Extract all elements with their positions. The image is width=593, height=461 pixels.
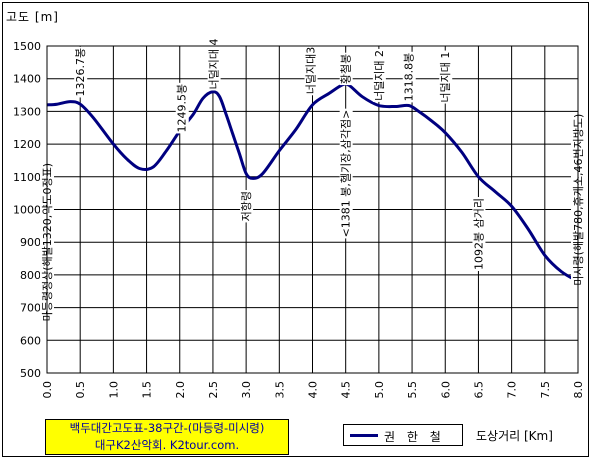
annotation-label: 황철봉 bbox=[340, 54, 353, 84]
y-tick-label: 500 bbox=[20, 367, 41, 380]
x-tick-label: 1.5 bbox=[141, 381, 154, 399]
x-tick-label: 3.0 bbox=[240, 381, 253, 399]
annotation-label: 너덜지대3 bbox=[305, 47, 318, 94]
annotation-label: 너덜지대 1 bbox=[439, 52, 452, 103]
series-line bbox=[46, 82, 579, 283]
y-tick-label: 900 bbox=[20, 236, 41, 249]
annotation-background bbox=[439, 50, 453, 104]
x-tick-label: 6.0 bbox=[439, 381, 452, 399]
annotation-background bbox=[240, 190, 254, 223]
annotation-background bbox=[74, 46, 88, 98]
annotation-label: 1092봉 삼거리 bbox=[472, 198, 485, 270]
x-tick-labels: 0.0 0.5 1.0 1.5 2.0 2.5 3.0 3.5 4.0 4.5 5.0 5.5 6.0 6… bbox=[41, 381, 585, 399]
y-axis-title: 고도 [m] bbox=[6, 10, 59, 24]
x-tick-label: 1.0 bbox=[107, 381, 120, 399]
x-tick-label: 6.5 bbox=[472, 381, 485, 399]
annotation-label: 너덜지대 2 bbox=[373, 50, 386, 101]
x-tick-label: 7.5 bbox=[539, 381, 552, 399]
y-tick-label: 1400 bbox=[13, 73, 41, 86]
x-tick-label: 7.0 bbox=[506, 381, 519, 399]
y-tick-label: 700 bbox=[20, 302, 41, 315]
y-tick-label: 800 bbox=[20, 269, 41, 282]
x-tick-label: 2.0 bbox=[174, 381, 187, 399]
plot-area-border bbox=[46, 45, 579, 374]
x-tick-label: 0.5 bbox=[74, 381, 87, 399]
chart-frame bbox=[2, 2, 589, 457]
title-line-2: 대구K2산악회. K2tour.com. bbox=[94, 438, 240, 452]
x-axis-title: 도상거리 [Km] bbox=[476, 429, 553, 443]
legend: 권 한 철 bbox=[343, 424, 463, 446]
annotation-background bbox=[339, 52, 353, 86]
annotation-label: 너덜지대 4 bbox=[208, 38, 221, 89]
x-tick-label: 2.5 bbox=[207, 381, 220, 399]
annotation-label: 저항령 bbox=[240, 191, 253, 221]
annotation-background bbox=[339, 108, 353, 239]
y-tick-labels: 500 600 700 800 900 1000 1100 1200 1300 1400 1500 bbox=[13, 40, 41, 380]
annotation-label: 1318.8봉 bbox=[403, 53, 416, 102]
y-tick-label: 1000 bbox=[13, 204, 41, 217]
annotation-label: <1381 봉,헬기장,삼각점> bbox=[340, 110, 353, 238]
chart-title-box: 백두대간고도표-38구간-(마등령-미시령) 대구K2산악회. K2tour.c… bbox=[45, 419, 289, 455]
annotation-background bbox=[207, 37, 221, 91]
x-tick-label: 5.0 bbox=[373, 381, 386, 399]
x-tick-label: 0.0 bbox=[41, 381, 54, 399]
legend-label: 권 한 철 bbox=[384, 430, 445, 444]
y-tick-label: 600 bbox=[20, 334, 41, 347]
annotation-label: 1249.5봉 bbox=[176, 84, 189, 133]
x-tick-label: 4.5 bbox=[340, 381, 353, 399]
y-tick-label: 1300 bbox=[13, 105, 41, 118]
annotation-background bbox=[472, 197, 486, 272]
x-tick-label: 5.5 bbox=[406, 381, 419, 399]
x-tick-label: 8.0 bbox=[572, 381, 585, 399]
annotation-label: 1326.7봉 bbox=[74, 48, 87, 97]
x-tick-label: 3.5 bbox=[273, 381, 286, 399]
annotation-background bbox=[372, 48, 386, 102]
annotation-background bbox=[304, 45, 318, 96]
y-tick-label: 1500 bbox=[13, 40, 41, 53]
annotation-background bbox=[175, 82, 189, 134]
series-lines bbox=[46, 82, 579, 283]
annotation-background bbox=[402, 51, 416, 103]
title-line-1: 백두대간고도표-38구간-(마등령-미시령) bbox=[69, 421, 265, 435]
y-tick-label: 1200 bbox=[13, 138, 41, 151]
y-tick-label: 1100 bbox=[13, 171, 41, 184]
legend-swatch bbox=[350, 434, 378, 437]
x-tick-label: 4.0 bbox=[307, 381, 320, 399]
